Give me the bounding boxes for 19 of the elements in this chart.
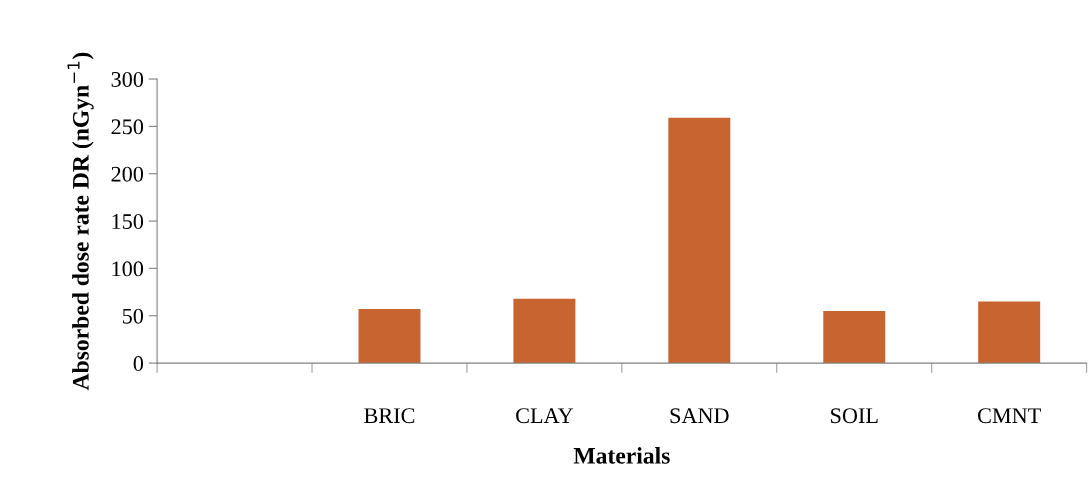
bar [823, 311, 886, 364]
y-tick-label: 250 [111, 119, 144, 135]
bar [358, 309, 421, 364]
y-tick-label: 300 [111, 71, 144, 87]
x-tick-label: BRIC [364, 408, 415, 424]
x-tick-label: SAND [670, 408, 729, 424]
y-axis-title: Absorbed dose rate DR (nGyn$^{−1}$) [67, 52, 94, 391]
bar [513, 298, 576, 364]
y-tick-label: 200 [111, 166, 144, 182]
y-tick-label: 100 [112, 261, 144, 277]
x-tick-label: CMNT [977, 408, 1041, 424]
x-tick-label: CLAY [516, 408, 574, 424]
bar [978, 301, 1041, 364]
x-tick-label: SOIL [831, 408, 878, 424]
y-tick-label: 50 [122, 308, 144, 324]
y-tick-label: 0 [133, 356, 144, 372]
x-axis-title: Materials [573, 447, 670, 464]
y-tick-label: 150 [112, 213, 144, 229]
bar [668, 117, 731, 364]
